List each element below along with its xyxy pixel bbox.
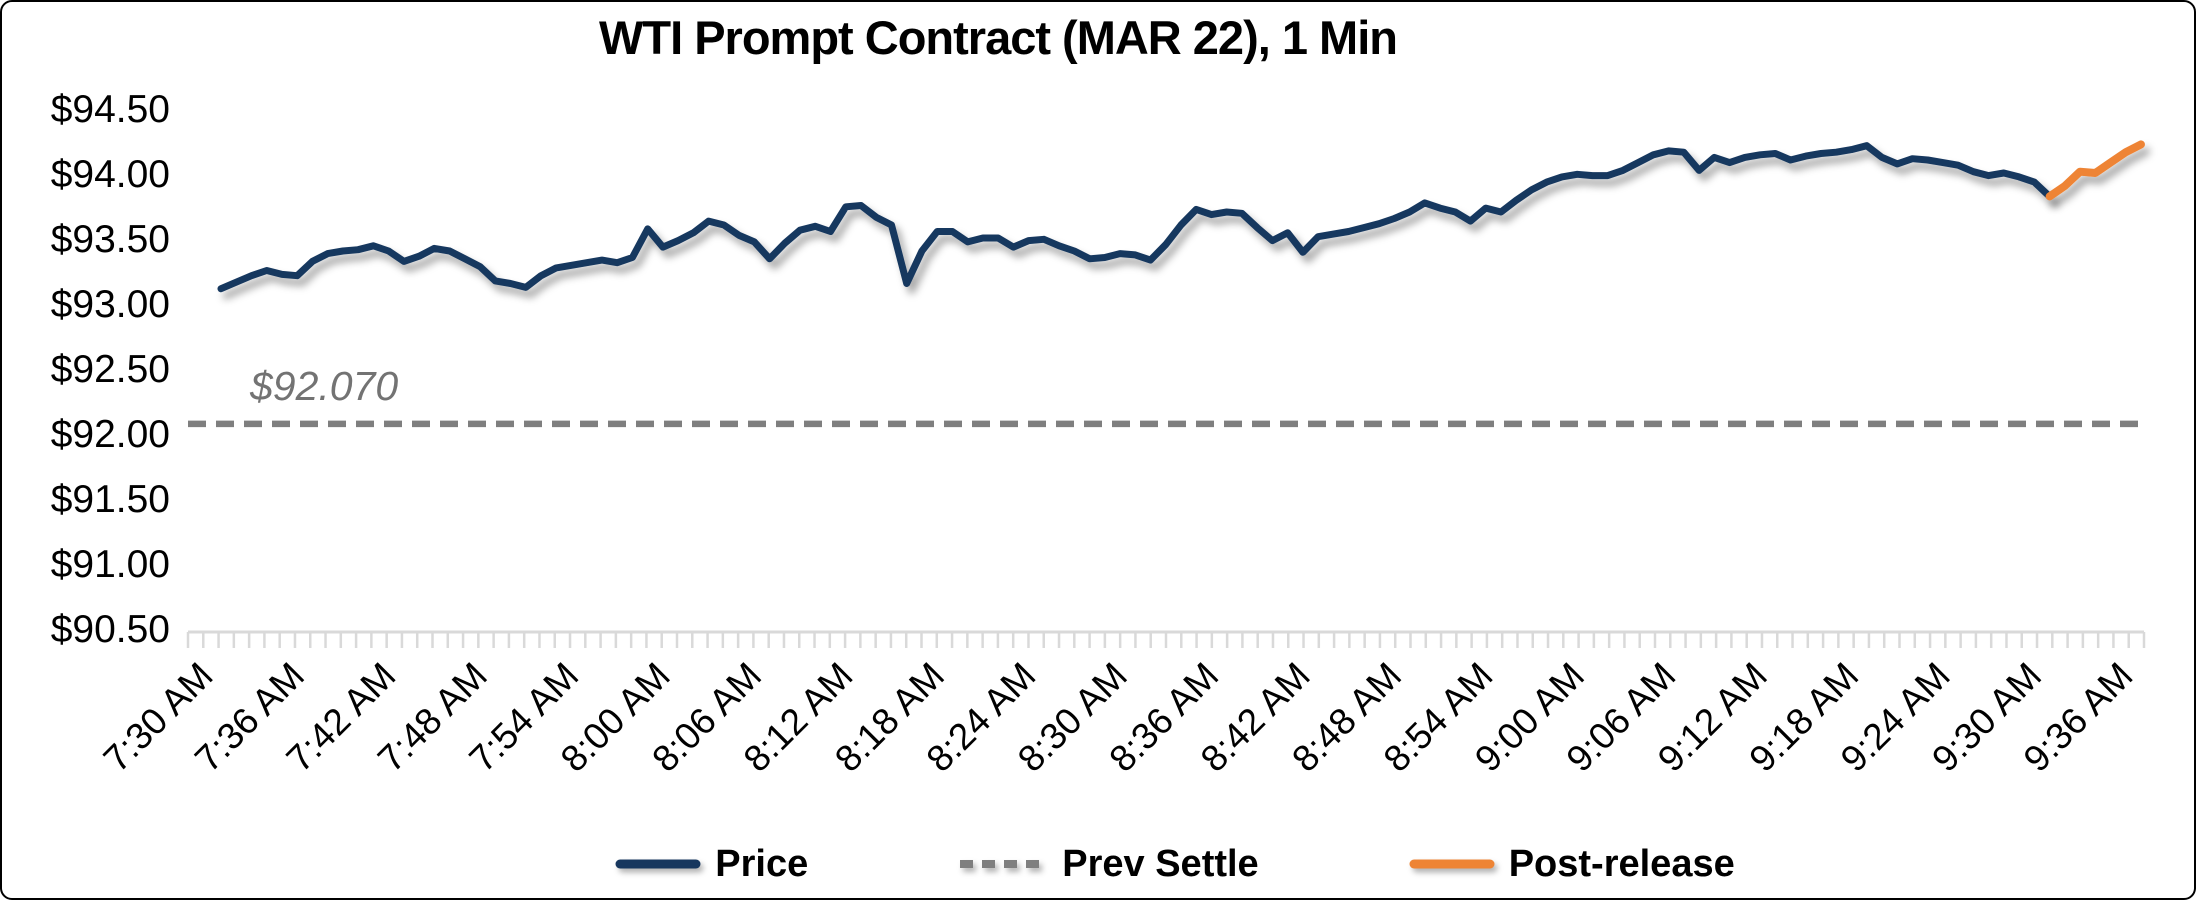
price-line (217, 142, 2054, 293)
y-axis-tick-label: $91.00 (51, 543, 170, 586)
legend-label-prev-settle: Prev Settle (1062, 842, 1259, 885)
y-axis-tick-label: $94.50 (51, 88, 170, 131)
y-axis-labels: $94.50 $94.00 $93.50 $93.00 $92.50 $92.00 $91.… (51, 88, 170, 651)
prev-settle-value-label: $92.070 (249, 363, 398, 409)
price-line-swatch (615, 859, 701, 869)
legend-item-prev-settle: Prev Settle (958, 842, 1259, 886)
legend-label-price: Price (715, 842, 809, 885)
y-axis-tick-label: $92.00 (51, 413, 170, 456)
post-release-line-swatch (1409, 859, 1495, 869)
x-axis-line-and-ticks (186, 630, 2146, 648)
x-axis-labels: 7:30 AM7:36 AM7:42 AM7:48 AM7:54 AM8:00 … (96, 655, 2141, 780)
y-axis-tick-label: $90.50 (51, 608, 170, 651)
prev-settle-line-swatch (960, 860, 1047, 868)
chart-title: WTI Prompt Contract (MAR 22), 1 Min (599, 11, 1398, 64)
y-axis-tick-label: $93.50 (51, 218, 170, 261)
legend-item-post-release: Post-release (1409, 843, 1735, 886)
post-release-line (2045, 140, 2145, 201)
y-axis-tick-label: $91.50 (51, 478, 170, 521)
y-axis-tick-label: $94.00 (51, 153, 170, 196)
y-axis-tick-label: $93.00 (51, 283, 170, 326)
legend: Price Prev Settle Post-release (156, 836, 2194, 892)
legend-item-price: Price (615, 843, 808, 886)
legend-label-post-release: Post-release (1508, 842, 1735, 885)
y-axis-tick-label: $92.50 (51, 348, 170, 391)
